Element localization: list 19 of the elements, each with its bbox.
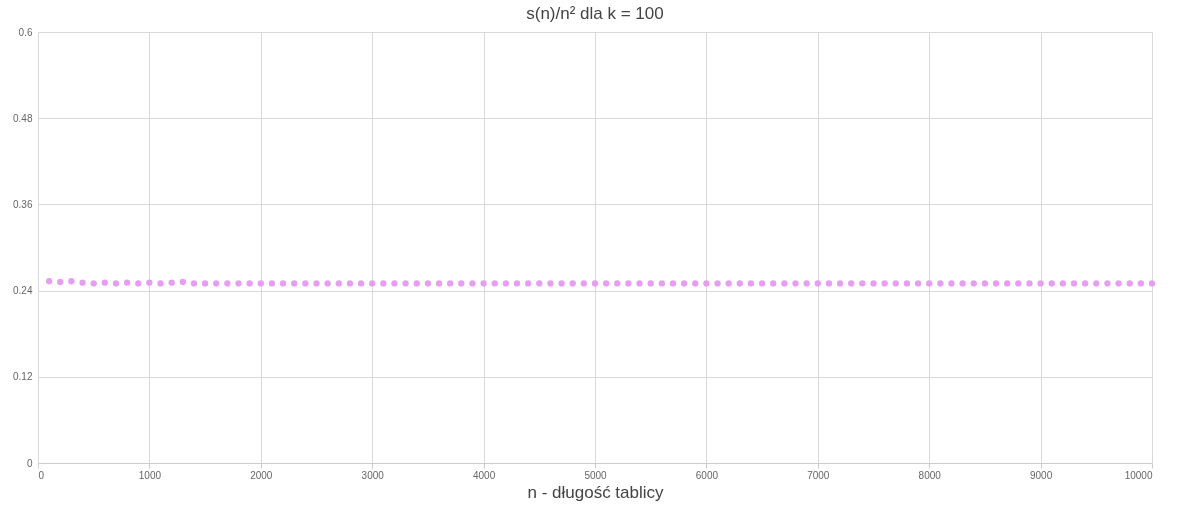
x-tick-label: 1000 xyxy=(138,469,162,481)
x-tick-label: 10000 xyxy=(1124,469,1153,481)
y-tick-label: 0.36 xyxy=(13,198,33,210)
x-tick-label: 5000 xyxy=(584,469,608,481)
y-tick-label: 0.48 xyxy=(13,112,33,124)
x-axis-title: n - długość tablicy xyxy=(527,482,665,502)
x-tick-label: 8000 xyxy=(918,469,942,481)
x-tick-label: 6000 xyxy=(695,469,719,481)
y-tick-label: 0.6 xyxy=(18,26,33,38)
x-tick-label: 3000 xyxy=(361,469,385,481)
chart-title: s(n)/n² dla k = 100 xyxy=(526,4,664,23)
y-tick-label: 0.24 xyxy=(13,285,33,297)
x-tick-label: 2000 xyxy=(250,469,273,481)
x-tick-label: 4000 xyxy=(472,469,496,481)
x-tick-label: 9000 xyxy=(1029,469,1053,481)
y-tick-label: 0 xyxy=(26,457,33,469)
y-tick-label: 0.12 xyxy=(13,371,33,383)
x-tick-label: 0 xyxy=(38,469,45,481)
x-tick-label: 7000 xyxy=(807,469,830,481)
